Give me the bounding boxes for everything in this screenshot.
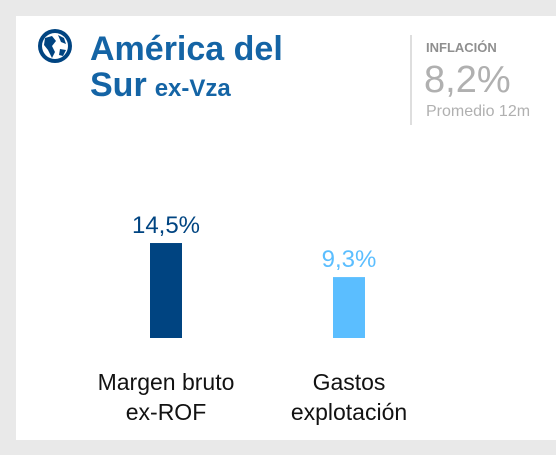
globe-icon	[38, 29, 72, 63]
inflation-value: 8,2%	[424, 59, 511, 101]
bar	[150, 243, 182, 338]
title-line: Sur	[90, 66, 147, 104]
value-label: 14,5%	[132, 212, 200, 239]
inflation-note: Promedio 12m	[426, 103, 530, 120]
category-label: ex-ROF	[126, 399, 207, 425]
subtitle: ex-Vza	[155, 75, 232, 102]
title-line: América del	[90, 30, 283, 68]
category-label: Gastos	[313, 369, 386, 395]
card-background	[16, 16, 556, 440]
category-label: Margen bruto	[98, 369, 235, 395]
bar	[333, 277, 365, 338]
inflation-title: INFLACIÓN	[426, 40, 497, 55]
category-label: explotación	[291, 399, 407, 425]
value-label: 9,3%	[322, 246, 377, 273]
